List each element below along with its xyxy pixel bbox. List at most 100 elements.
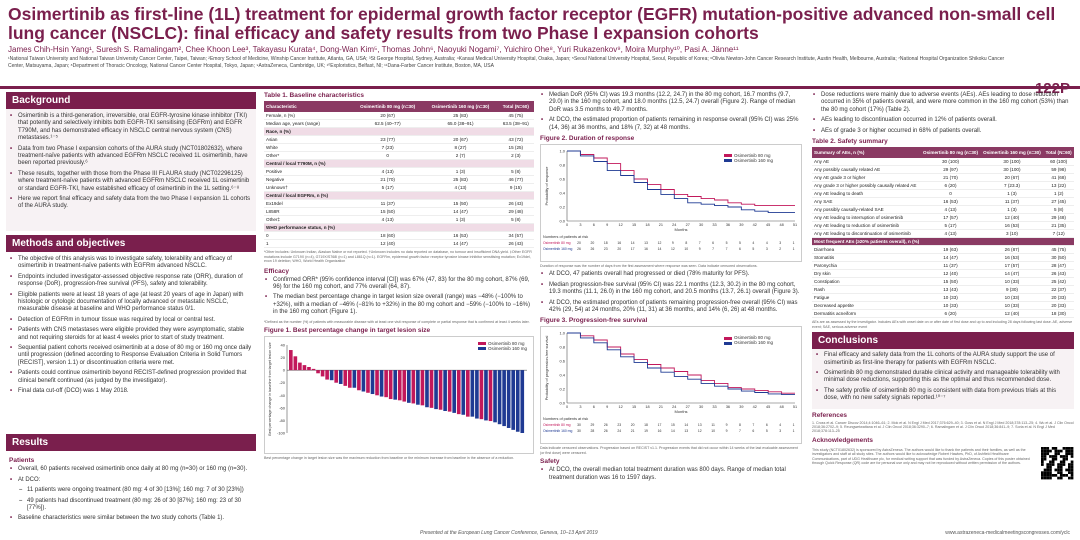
table-cell: 62.5 (40–77) xyxy=(352,119,424,129)
table-cell: Any AE leading to discontinuation of osi… xyxy=(812,229,921,239)
qr-module xyxy=(1070,454,1074,458)
methods-list: The objective of this analysis was to in… xyxy=(9,256,253,396)
table-cell: 6 (20) xyxy=(920,309,981,319)
table-row: Ex19del 11 (37) 15 (50) 26 (43) xyxy=(264,199,534,209)
qr-module xyxy=(1068,468,1071,472)
table-row: Female, n (%) 20 (67) 25 (83) 45 (75) xyxy=(264,112,534,121)
qr-module xyxy=(1068,449,1071,453)
column-4: Dose reductions were mainly due to adver… xyxy=(812,92,1074,480)
table-cell: 11 (37) xyxy=(352,199,424,209)
figure2-note: Duration of response was the number of d… xyxy=(540,264,758,269)
waterfall-bar xyxy=(375,370,379,396)
bullet-item: At DCO, the overall median total treatme… xyxy=(540,467,802,482)
table-cell: 11 (37) xyxy=(980,197,1044,207)
qr-code-icon[interactable] xyxy=(1040,446,1074,480)
table-cell: Other‡ xyxy=(264,215,353,225)
at-risk-count: 7 xyxy=(726,247,728,251)
at-risk-count: 6 xyxy=(766,423,768,427)
table-cell: 13 (22) xyxy=(1043,181,1074,191)
table-cell: 5 (17) xyxy=(352,183,424,193)
table-cell: Any AE grade 3 or higher xyxy=(812,173,921,183)
qr-module xyxy=(1043,449,1047,453)
table-cell: 22 (37) xyxy=(1043,285,1074,295)
table-cell: 23 (77) xyxy=(352,135,424,145)
table-row: Other‡ 4 (13) 1 (3) 5 (8) xyxy=(264,215,534,225)
bullet-item: Median progression-free survival (95% CI… xyxy=(540,282,802,297)
y-tick-label: -60 xyxy=(279,405,286,410)
at-risk-count: 4 xyxy=(779,423,781,427)
table-row: Any possibly causally-related SAE 4 (13) 1… xyxy=(812,205,1074,215)
dor-list: Median DoR (95% CI) was 19.3 months (12.… xyxy=(540,92,802,132)
x-tick-label: 3 xyxy=(579,223,581,227)
y-tick-label: 0.2 xyxy=(559,205,565,210)
x-tick-label: 21 xyxy=(659,405,663,409)
table-cell: Any SAE xyxy=(812,197,921,207)
qr-module xyxy=(1054,449,1058,453)
table-cell: 20 (33) xyxy=(1043,301,1074,311)
safety-list: At DCO, the overall median total treatme… xyxy=(540,467,802,482)
table-cell xyxy=(423,127,498,137)
qr-module xyxy=(1059,454,1063,458)
table-cell: Diarrhoea xyxy=(812,245,921,255)
qr-module xyxy=(1054,468,1058,472)
table2-header: Osimertinib 160 mg (n=30) xyxy=(980,147,1044,159)
table-cell xyxy=(352,159,424,169)
figure2-chart: 0.0 0.2 0.4 0.6 0.8 1.0 0 3 6 9 12 15 18 21 24 27 30 33 36… xyxy=(540,144,808,263)
table-cell: 9 (15) xyxy=(497,183,534,193)
legend-item-160mg: Osimertinib 160 mg xyxy=(723,340,773,345)
table-cell: 28 (47) xyxy=(1043,261,1074,271)
table-cell: 17 (57) xyxy=(980,261,1044,271)
poster-title: Osimertinib as first-line (1L) treatment… xyxy=(8,4,1056,43)
at-risk-count: 12 xyxy=(658,241,662,245)
table-cell: 20 (67) xyxy=(980,173,1044,183)
qr-module xyxy=(1041,471,1044,474)
qr-module xyxy=(1043,471,1047,474)
table-cell: 20 (67) xyxy=(423,135,498,145)
table-cell: 4 (13) xyxy=(352,215,424,225)
qr-module xyxy=(1065,446,1068,450)
figure1-chart: 40 20 0 -20 -40 -60 -80 -100 Best percentage cha… xyxy=(264,335,534,454)
acknowledgements-text: This study (NCT01802632) is sponsored by… xyxy=(812,447,1030,466)
table-cell: Any possibly causally related AE xyxy=(812,165,921,175)
table-cell: 19 (63) xyxy=(920,245,981,255)
footer-url[interactable]: www.astrazeneca-medicalmeetingscongresse… xyxy=(945,530,1070,536)
legend-label: Osimertinib 80 mg xyxy=(733,153,771,159)
table-row: WHO performance status, n (%) xyxy=(264,223,534,233)
qr-module xyxy=(1041,476,1044,480)
qr-module xyxy=(1059,460,1063,463)
table-cell: 10 (33) xyxy=(920,301,981,311)
methods-body: The objective of this analysis was to in… xyxy=(6,252,256,432)
at-risk-count: 23 xyxy=(604,247,608,251)
results-bullet: Baseline characteristics were similar be… xyxy=(9,515,253,523)
y-tick-label: 0.8 xyxy=(559,345,565,350)
qr-module xyxy=(1065,452,1068,455)
table-cell: Central / local T790M, n (%) xyxy=(264,159,353,169)
table-cell: 0 xyxy=(264,231,353,241)
table-cell: L858R xyxy=(264,207,353,217)
qr-module xyxy=(1054,452,1058,455)
qr-module xyxy=(1068,452,1071,455)
table-cell: White xyxy=(264,143,353,153)
figure1-title: Figure 1. Best percentage change in targ… xyxy=(264,326,431,334)
table-cell: 30 (100) xyxy=(920,158,981,167)
table1-title: Table 1. Baseline characteristics xyxy=(264,92,364,99)
table-cell: 25 (83) xyxy=(423,175,498,185)
x-tick-label: 39 xyxy=(739,405,743,409)
table-row: Decreased appetite 10 (33) 10 (33) 20 (33) xyxy=(812,301,1074,311)
qr-module xyxy=(1059,449,1063,453)
table-row: Other* 0 2 (7) 2 (3) xyxy=(264,151,534,161)
at-risk-count: 29 xyxy=(591,423,595,427)
y-tick-label: 0.4 xyxy=(559,191,565,196)
km-series-line xyxy=(567,150,795,207)
table-cell: Median age, years (range) xyxy=(264,119,353,129)
table-cell: Central / local EGFRm, n (%) xyxy=(264,191,353,201)
x-axis-label: Months xyxy=(674,409,687,414)
qr-module xyxy=(1059,473,1063,477)
table1-header-row: Characteristic Osimertinib 80 mg (n=30) … xyxy=(264,101,534,112)
pfs-body: At DCO, 47 patients overall had progress… xyxy=(540,271,802,314)
qr-module xyxy=(1046,446,1050,450)
at-risk-count: 3 xyxy=(766,247,768,251)
table-cell: 2 (7) xyxy=(423,151,498,161)
qr-module xyxy=(1041,473,1044,477)
y-tick-label: 0.6 xyxy=(559,359,565,364)
